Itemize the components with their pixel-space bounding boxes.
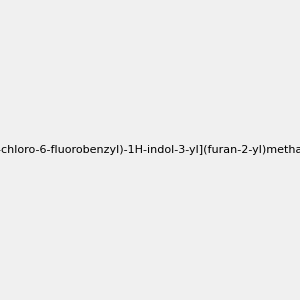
Text: [1-(2-chloro-6-fluorobenzyl)-1H-indol-3-yl](furan-2-yl)methanone: [1-(2-chloro-6-fluorobenzyl)-1H-indol-3-… xyxy=(0,145,300,155)
